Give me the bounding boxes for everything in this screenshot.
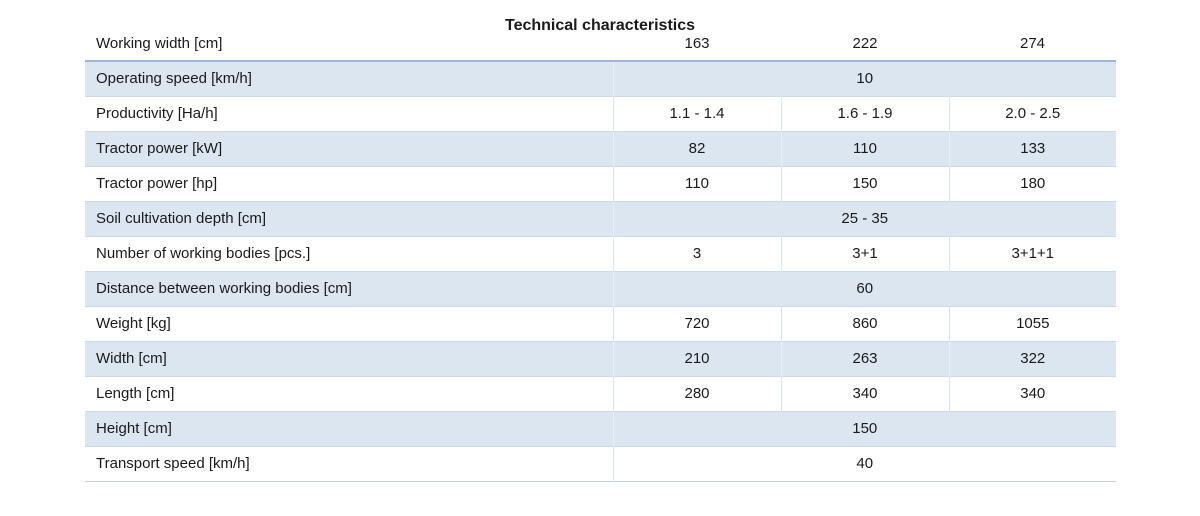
value-cell: 210 — [612, 341, 781, 376]
value-cell: 3+1 — [780, 236, 949, 271]
row-label: Productivity [Ha/h] — [96, 105, 218, 122]
row-operating-speed: Operating speed [km/h] 10 — [85, 61, 1116, 96]
row-transport-speed: Transport speed [km/h] 40 — [85, 446, 1116, 481]
row-tractor-power-hp: Tractor power [hp] 110 150 180 — [85, 166, 1116, 201]
value-cell: 263 — [780, 341, 949, 376]
value-cell: 163 — [684, 34, 710, 52]
row-label: Transport speed [km/h] — [96, 455, 250, 472]
value-cell: 274 — [1019, 34, 1046, 52]
merged-value-cell: 25 - 35 — [612, 201, 1116, 236]
row-label: Operating speed [km/h] — [96, 70, 252, 88]
row-working-bodies-distance: Distance between working bodies [cm] 60 — [85, 271, 1116, 306]
value-cell: 82 — [612, 131, 781, 166]
value-cell: 322 — [948, 341, 1116, 376]
row-height: Height [cm] 150 — [85, 411, 1116, 446]
value-cell: 3+1+1 — [948, 236, 1116, 271]
row-length: Length [cm] 280 340 340 — [85, 376, 1116, 411]
row-label: Weight [kg] — [96, 315, 171, 332]
row-label: Working width [cm] — [96, 34, 223, 52]
row-label: Length [cm] — [96, 385, 175, 402]
value-cell: 720 — [612, 306, 781, 341]
merged-value-cell: 10 — [612, 61, 1116, 96]
page-title: Technical characteristics — [504, 17, 696, 34]
value-cell: 340 — [780, 376, 949, 411]
merged-value-cell: 150 — [612, 411, 1116, 446]
value-cell: 280 — [612, 376, 781, 411]
row-label: Height [cm] — [96, 420, 172, 437]
row-label: Width [cm] — [96, 350, 167, 367]
value-cell: 1.6 - 1.9 — [780, 96, 949, 131]
value-cell: 340 — [948, 376, 1116, 411]
value-cell: 2.0 - 2.5 — [948, 96, 1116, 131]
value-cell: 222 — [852, 34, 878, 52]
row-weight: Weight [kg] 720 860 1055 — [85, 306, 1116, 341]
merged-value-cell: 40 — [612, 446, 1116, 481]
value-cell: 860 — [780, 306, 949, 341]
value-cell: 110 — [780, 131, 949, 166]
row-label: Distance between working bodies [cm] — [96, 280, 352, 297]
value-cell: 1.1 - 1.4 — [612, 96, 781, 131]
value-cell: 1055 — [948, 306, 1116, 341]
value-cell: 180 — [948, 166, 1116, 201]
row-width: Width [cm] 210 263 322 — [85, 341, 1116, 376]
row-label: Number of working bodies [pcs.] — [96, 245, 311, 262]
value-cell: 133 — [948, 131, 1116, 166]
row-label: Tractor power [kW] — [96, 140, 223, 157]
value-cell: 110 — [612, 166, 781, 201]
value-cell: 150 — [780, 166, 949, 201]
row-working-width: Working width [cm] 163 222 274 — [85, 26, 1116, 61]
merged-value-cell: 60 — [612, 271, 1116, 306]
technical-characteristics-table: Working width [cm] 163 222 274 Operating… — [85, 26, 1116, 482]
row-label: Tractor power [hp] — [96, 175, 218, 192]
row-soil-cultivation-depth: Soil cultivation depth [cm] 25 - 35 — [85, 201, 1116, 236]
row-productivity: Productivity [Ha/h] 1.1 - 1.4 1.6 - 1.9 … — [85, 96, 1116, 131]
row-label: Soil cultivation depth [cm] — [96, 210, 267, 227]
row-tractor-power-kw: Tractor power [kW] 82 110 133 — [85, 131, 1116, 166]
value-cell: 3 — [612, 236, 781, 271]
row-working-bodies-count: Number of working bodies [pcs.] 3 3+1 3+… — [85, 236, 1116, 271]
